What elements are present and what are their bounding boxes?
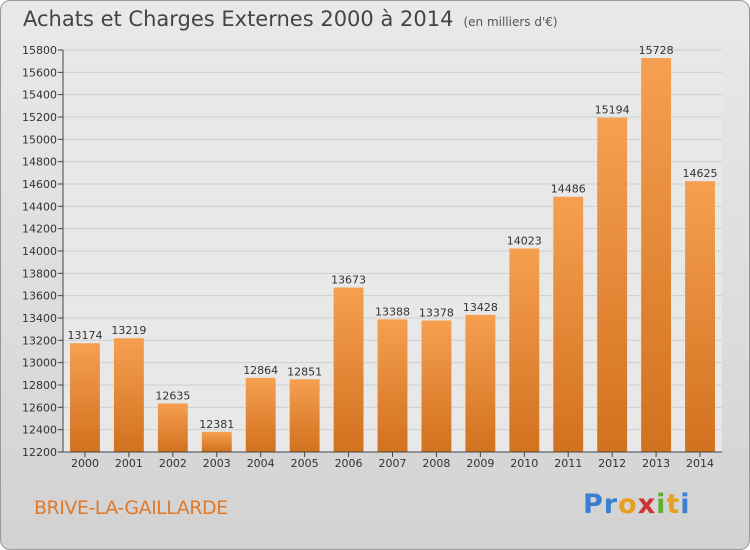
x-tick-label: 2013 bbox=[642, 457, 670, 470]
x-tick-label: 2008 bbox=[422, 457, 450, 470]
bar-2011 bbox=[553, 196, 584, 452]
bar-2006 bbox=[333, 287, 364, 452]
y-tick-label: 13000 bbox=[22, 357, 57, 370]
y-tick-label: 14400 bbox=[22, 200, 57, 213]
bar-2003 bbox=[201, 431, 232, 452]
data-label-2011: 14486 bbox=[551, 183, 586, 196]
y-tick-label: 12200 bbox=[22, 446, 57, 459]
data-label-2002: 12635 bbox=[155, 389, 190, 402]
data-label-2014: 14625 bbox=[683, 167, 718, 180]
bar-2000 bbox=[70, 343, 100, 452]
data-label-2013: 15728 bbox=[639, 44, 674, 57]
y-tick-label: 14800 bbox=[22, 156, 57, 169]
data-label-2001: 13219 bbox=[111, 324, 146, 337]
x-tick-label: 2005 bbox=[291, 457, 319, 470]
logo-letter: P bbox=[583, 489, 604, 520]
logo-letter: i bbox=[656, 489, 667, 520]
y-tick-label: 13200 bbox=[22, 334, 57, 347]
y-tick-label: 12600 bbox=[22, 401, 57, 414]
x-tick-label: 2002 bbox=[159, 457, 187, 470]
bar-2002 bbox=[157, 403, 188, 452]
bar-2010 bbox=[509, 248, 540, 452]
x-tick-label: 2010 bbox=[510, 457, 538, 470]
bar-2007 bbox=[377, 319, 408, 452]
bar-2014 bbox=[685, 181, 715, 453]
data-label-2003: 12381 bbox=[199, 418, 234, 431]
y-tick-label: 12400 bbox=[22, 424, 57, 437]
proxiti-logo: Proxiti bbox=[583, 489, 691, 520]
chart-title: Achats et Charges Externes 2000 à 2014 (e… bbox=[23, 7, 558, 31]
x-tick-label: 2007 bbox=[379, 457, 407, 470]
y-tick-label: 13400 bbox=[22, 312, 57, 325]
data-label-2006: 13673 bbox=[331, 274, 366, 287]
y-tick-label: 15200 bbox=[22, 111, 57, 124]
y-tick-label: 13600 bbox=[22, 290, 57, 303]
y-tick-label: 15600 bbox=[22, 66, 57, 79]
y-tick-label: 14600 bbox=[22, 178, 57, 191]
x-tick-label: 2014 bbox=[686, 457, 714, 470]
x-tick-label: 2004 bbox=[247, 457, 275, 470]
y-axis: 12200 12400 12600 12800 13000 13200 13400 13600… bbox=[22, 44, 64, 459]
x-tick-label: 2001 bbox=[115, 457, 143, 470]
data-label-2000: 13174 bbox=[67, 329, 102, 342]
y-tick-label: 14200 bbox=[22, 223, 57, 236]
bar-2008 bbox=[421, 320, 452, 452]
bar-2005 bbox=[289, 379, 320, 452]
x-axis: 2000 2001 2002 2003 2004 2005 2006 2007 2008 2009… bbox=[63, 451, 722, 470]
y-tick-label: 14000 bbox=[22, 245, 57, 258]
y-tick-label: 15000 bbox=[22, 133, 57, 146]
bar-2013 bbox=[641, 58, 672, 452]
city-name: BRIVE-LA-GAILLARDE bbox=[34, 497, 228, 519]
logo-letter: x bbox=[637, 489, 657, 520]
bar-2004 bbox=[245, 377, 276, 452]
x-tick-label: 2011 bbox=[554, 457, 582, 470]
data-label-2009: 13428 bbox=[463, 301, 498, 314]
y-tick-label: 12800 bbox=[22, 379, 57, 392]
bar-2001 bbox=[113, 338, 144, 452]
y-tick-label: 15800 bbox=[22, 44, 57, 57]
bar-2009 bbox=[465, 314, 496, 452]
data-label-2008: 13378 bbox=[419, 306, 454, 319]
data-label-2007: 13388 bbox=[375, 305, 410, 318]
logo-letter: t bbox=[666, 489, 681, 520]
data-label-2012: 15194 bbox=[595, 104, 630, 117]
x-tick-label: 2009 bbox=[466, 457, 494, 470]
bars: 13174 13219 12635 12381 12864 12851 13673 13388… bbox=[67, 44, 718, 453]
x-tick-label: 2000 bbox=[71, 457, 99, 470]
bar-2012 bbox=[597, 117, 628, 453]
logo-letter: o bbox=[618, 489, 638, 520]
logo-letter: i bbox=[680, 489, 691, 520]
logo-letter: r bbox=[603, 489, 619, 520]
data-label-2005: 12851 bbox=[287, 365, 322, 378]
chart-unit: (en milliers d'€) bbox=[463, 15, 558, 29]
y-tick-label: 13800 bbox=[22, 267, 57, 280]
x-tick-label: 2003 bbox=[203, 457, 231, 470]
x-tick-label: 2012 bbox=[598, 457, 626, 470]
data-label-2004: 12864 bbox=[243, 364, 278, 377]
chart-title-text: Achats et Charges Externes 2000 à 2014 bbox=[23, 7, 454, 31]
data-label-2010: 14023 bbox=[507, 234, 542, 247]
y-tick-label: 15400 bbox=[22, 89, 57, 102]
x-tick-label: 2006 bbox=[335, 457, 363, 470]
